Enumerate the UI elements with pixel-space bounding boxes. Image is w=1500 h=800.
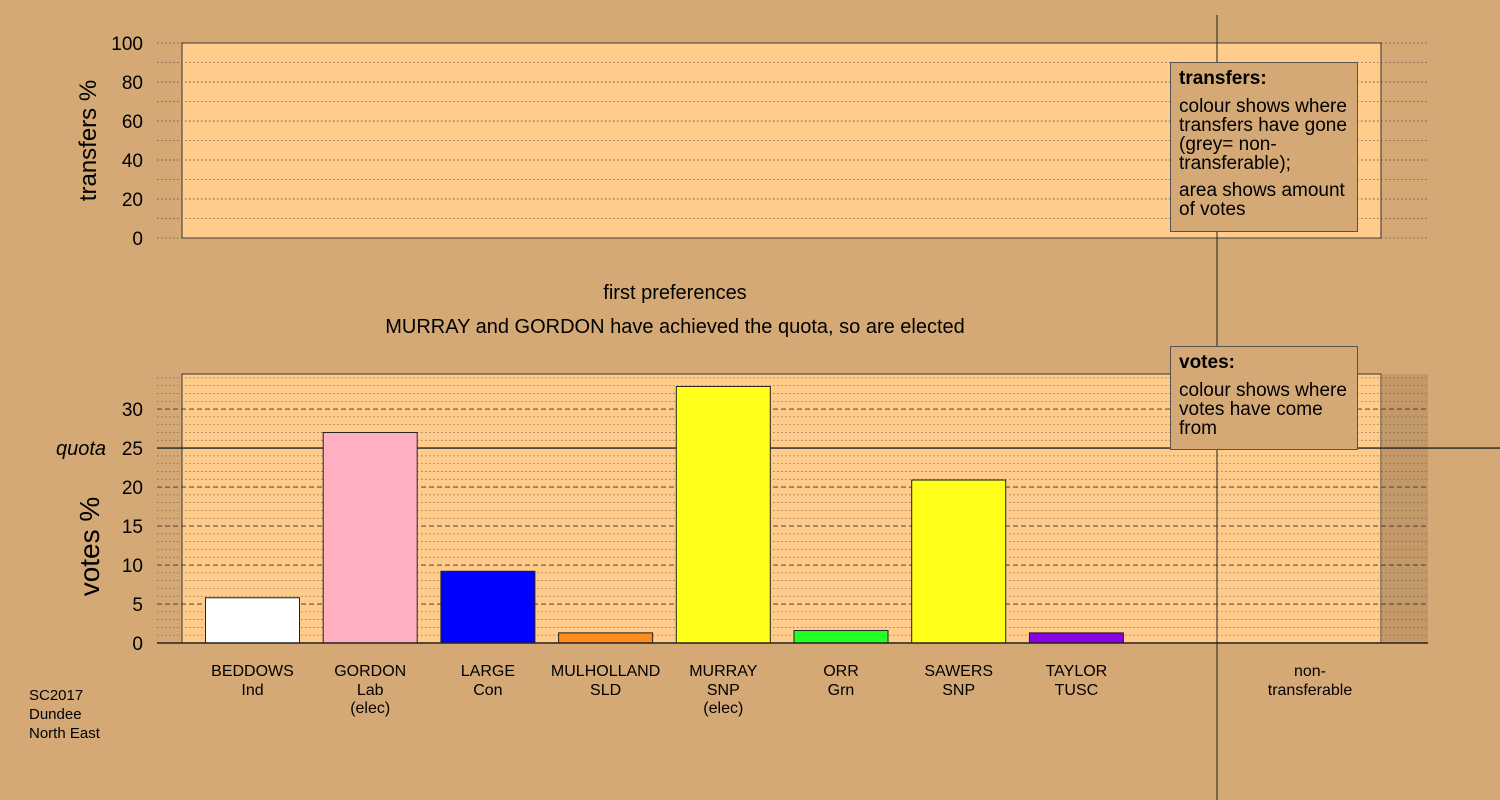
candidate-party-label: Grn	[828, 682, 855, 699]
votes-tick-label: 15	[122, 517, 143, 538]
bar-mulholland	[558, 632, 654, 644]
stage-title: first preferences	[603, 282, 746, 304]
bar-murray	[675, 385, 771, 644]
transfers-tick-label: 20	[122, 190, 143, 211]
nontransferable-label-line2: transferable	[1268, 682, 1353, 699]
votes-tick-label: 0	[132, 634, 143, 655]
candidate-party-label: SNP	[707, 682, 740, 699]
candidate-name-label: SAWERS	[924, 663, 993, 680]
transfers-tick-label: 100	[111, 34, 143, 55]
bar-beddows	[205, 597, 300, 644]
candidate-party-label: Con	[473, 682, 502, 699]
candidate-name-label: TAYLOR	[1046, 663, 1108, 680]
candidate-elected-label: (elec)	[350, 700, 390, 717]
transfers-legend-text1: colour shows where transfers have gone (…	[1179, 96, 1347, 174]
transfers-legend: transfers: colour shows where transfers …	[1170, 62, 1358, 232]
candidate-name-label: LARGE	[461, 663, 515, 680]
transfers-tick-label: 40	[122, 151, 143, 172]
bar-sawers	[911, 479, 1007, 644]
candidate-name-label: MULHOLLAND	[551, 663, 660, 680]
nontransferable-label-line1: non-	[1294, 663, 1326, 680]
candidate-elected-label: (elec)	[703, 700, 743, 717]
transfers-legend-text2: area shows amount of votes	[1179, 180, 1345, 220]
candidate-party-label: SLD	[590, 682, 621, 699]
transfers-tick-label: 0	[132, 229, 143, 250]
candidate-name-label: BEDDOWS	[211, 663, 294, 680]
bar-taylor	[1028, 632, 1124, 644]
transfers-legend-heading: transfers:	[1179, 68, 1267, 89]
votes-margin-shade	[1381, 374, 1428, 643]
candidate-party-label: TUSC	[1055, 682, 1099, 699]
votes-tick-label: 30	[122, 400, 143, 421]
candidate-party-label: SNP	[942, 682, 975, 699]
candidate-party-label: Lab	[357, 682, 384, 699]
votes-legend-text1: colour shows where votes have come from	[1179, 380, 1347, 439]
votes-legend: votes: colour shows where votes have com…	[1170, 346, 1358, 450]
transfers-tick-label: 80	[122, 73, 143, 94]
ward-name: North East	[29, 725, 100, 742]
election-info: SC2017 Dundee North East	[29, 686, 100, 743]
votes-axis-label: votes %	[74, 497, 105, 597]
candidate-name-label: GORDON	[334, 663, 406, 680]
bar-large	[440, 570, 536, 644]
votes-legend-heading: votes:	[1179, 352, 1235, 373]
transfers-tick-label: 60	[122, 112, 143, 133]
candidate-name-label: MURRAY	[689, 663, 757, 680]
transfers-axis-label: transfers %	[75, 80, 102, 201]
votes-tick-label: 5	[132, 595, 143, 616]
bar-gordon	[322, 431, 418, 644]
quota-label: quota	[56, 438, 106, 460]
council-name: Dundee	[29, 706, 82, 723]
candidate-name-label: ORR	[823, 663, 859, 680]
votes-tick-label: 10	[122, 556, 143, 577]
election-code: SC2017	[29, 687, 84, 704]
candidate-party-label: Ind	[241, 682, 263, 699]
votes-tick-label: 20	[122, 478, 143, 499]
bar-orr	[793, 630, 889, 644]
stage-subtitle: MURRAY and GORDON have achieved the quot…	[385, 316, 965, 338]
votes-tick-label: 25	[122, 439, 143, 460]
